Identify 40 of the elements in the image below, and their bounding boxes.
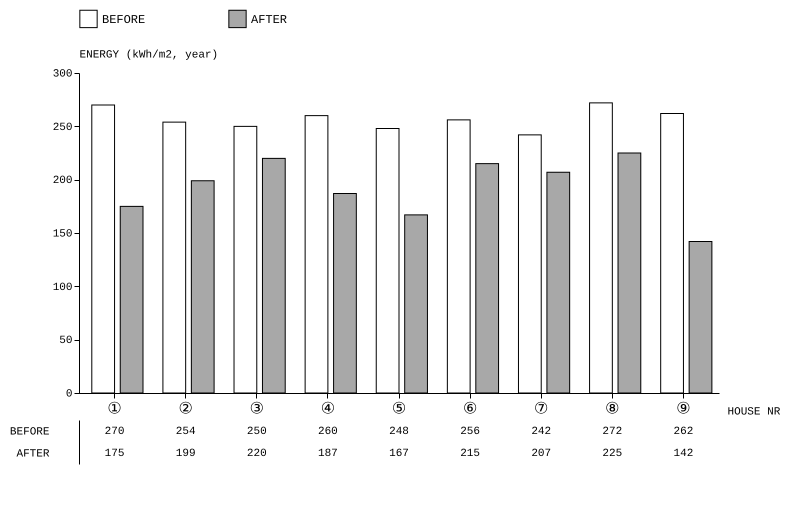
data-label: 215 xyxy=(460,448,480,460)
x-axis-title: HOUSE NR xyxy=(728,406,781,418)
data-label: 270 xyxy=(104,426,124,438)
legend-label: BEFORE xyxy=(102,12,146,27)
data-label: 199 xyxy=(176,448,196,460)
x-tick-label: ⑥ xyxy=(462,398,478,418)
x-tick-label: ② xyxy=(178,398,193,418)
data-label: 256 xyxy=(460,426,480,438)
data-label: 250 xyxy=(246,426,267,438)
y-tick-label: 100 xyxy=(52,282,72,294)
data-label: 187 xyxy=(318,448,338,460)
x-tick-label: ⑨ xyxy=(676,398,691,418)
x-tick-label: ⑦ xyxy=(534,398,548,418)
data-label: 225 xyxy=(602,448,622,460)
data-label: 207 xyxy=(531,448,552,460)
data-label: 248 xyxy=(389,426,409,438)
data-label: 272 xyxy=(602,426,622,438)
x-tick-label: ⑤ xyxy=(392,398,406,418)
y-axis-title: ENERGY (kWh/m2, year) xyxy=(80,50,218,62)
y-tick-label: 0 xyxy=(66,388,72,400)
x-tick-label: ④ xyxy=(320,398,336,418)
y-tick-label: 200 xyxy=(52,175,72,188)
text: AFTER xyxy=(16,448,50,460)
legend-label: AFTER xyxy=(251,12,288,27)
x-tick-label: ③ xyxy=(250,398,264,418)
y-tick-label: 50 xyxy=(59,335,72,348)
data-label: 220 xyxy=(246,448,267,460)
y-tick-label: 300 xyxy=(52,68,72,80)
data-label: 175 xyxy=(104,448,124,460)
text: BEFORE xyxy=(10,426,50,438)
x-tick-label: ① xyxy=(107,398,122,418)
data-label: 167 xyxy=(389,448,409,460)
data-label: 260 xyxy=(318,426,338,438)
data-label: 142 xyxy=(674,448,694,460)
y-tick-label: 250 xyxy=(52,122,72,134)
data-label: 254 xyxy=(176,426,196,438)
x-tick-label: ⑧ xyxy=(605,398,620,418)
y-tick-label: 150 xyxy=(52,228,72,240)
data-label: 242 xyxy=(531,426,552,438)
data-label: 262 xyxy=(674,426,694,438)
